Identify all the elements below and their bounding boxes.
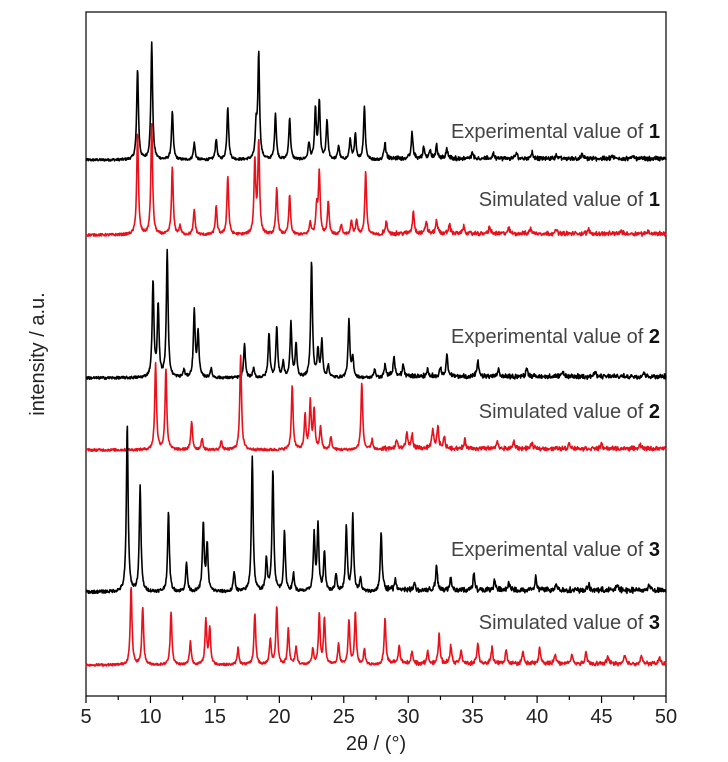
series-label-text: Simulated value of <box>479 612 649 634</box>
series-label-2: Simulated value of 1 <box>479 189 660 211</box>
series-label-6: Simulated value of 3 <box>479 612 660 634</box>
x-tick-label: 50 <box>655 706 677 728</box>
x-tick-label: 40 <box>526 706 548 728</box>
series-line-4 <box>85 354 667 452</box>
series-label-3: Experimental value of 2 <box>451 326 660 348</box>
series-label-text: Experimental value of <box>451 121 649 143</box>
x-tick-label: 20 <box>268 706 290 728</box>
series-label-text: Experimental value of <box>451 326 649 348</box>
series-label-number: 1 <box>649 189 660 211</box>
series-line-1 <box>85 41 667 162</box>
y-axis-label: intensity / a.u. <box>27 292 49 415</box>
x-tick-label: 30 <box>397 706 419 728</box>
x-tick-label: 35 <box>462 706 484 728</box>
series-label-text: Experimental value of <box>451 539 649 561</box>
series-line-5 <box>85 425 667 595</box>
series-line-6 <box>85 586 667 667</box>
series-line-3 <box>85 248 667 380</box>
x-tick-label: 45 <box>590 706 612 728</box>
series-label-text: Simulated value of <box>479 189 649 211</box>
series-label-4: Simulated value of 2 <box>479 401 660 423</box>
x-axis-ticks: 5 10 15 20 25 30 35 40 45 50 <box>80 696 677 728</box>
x-axis-label: 2θ / (°) <box>346 733 406 755</box>
series-label-5: Experimental value of 3 <box>451 539 660 561</box>
series-label-number: 1 <box>649 121 660 143</box>
x-tick-label: 25 <box>333 706 355 728</box>
series-label-number: 2 <box>649 326 660 348</box>
x-tick-label: 10 <box>139 706 161 728</box>
series-label-text: Simulated value of <box>479 401 649 423</box>
x-tick-label: 15 <box>204 706 226 728</box>
series-label-number: 3 <box>649 612 660 634</box>
traces <box>85 41 667 667</box>
series-label-number: 3 <box>649 539 660 561</box>
series-label-1: Experimental value of 1 <box>451 121 660 143</box>
series-label-number: 2 <box>649 401 660 423</box>
series-line-2 <box>85 123 667 237</box>
x-tick-label: 5 <box>80 706 91 728</box>
